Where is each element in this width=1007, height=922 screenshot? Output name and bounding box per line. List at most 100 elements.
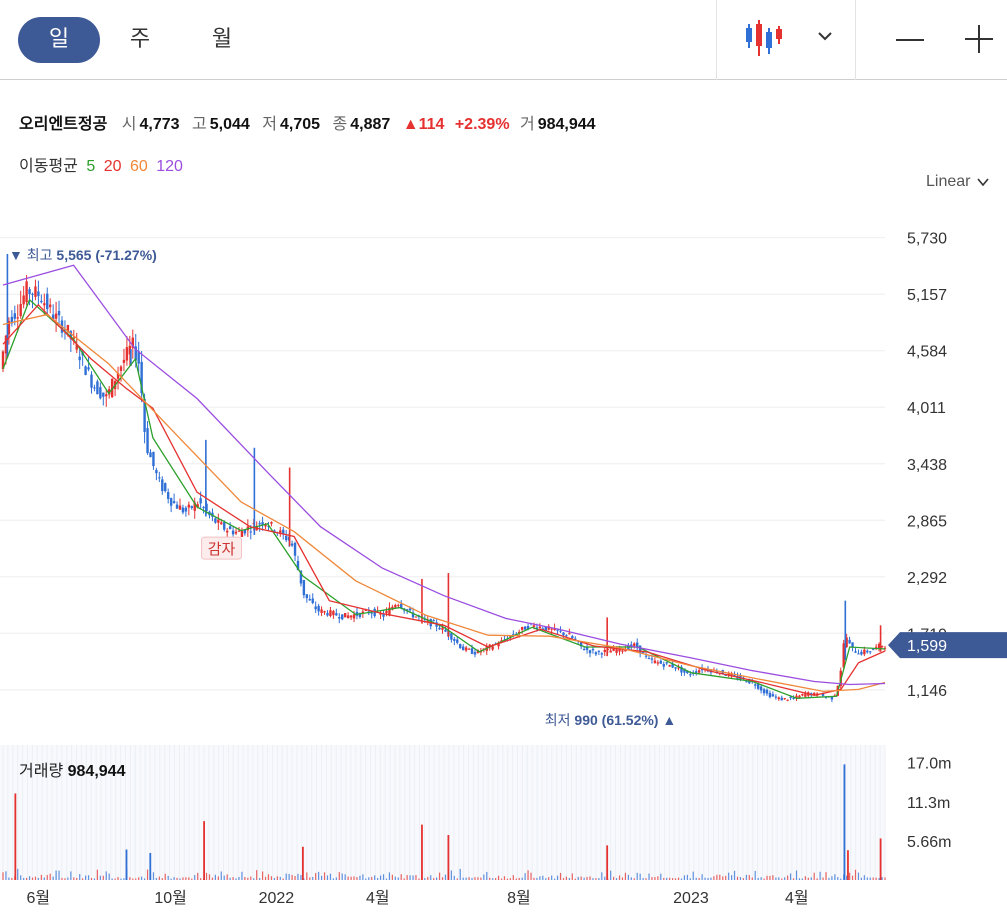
candle-body [270,521,273,524]
volume-bar [698,877,700,880]
volume-bar [651,877,653,880]
volume-bar [846,875,848,880]
volume-bar [273,877,275,880]
volume-bar [155,877,157,880]
volume-bar [854,869,857,880]
candle-body [394,605,397,608]
volume-bar [37,877,39,880]
candle-body [220,522,223,525]
candle-body [43,303,46,306]
period-tab-monthly[interactable]: 월 [211,27,233,52]
volume-bar [530,872,532,880]
volume-bar [556,875,559,880]
volume-bar [264,876,267,880]
candle-body [16,317,19,319]
candle-body [641,652,645,654]
volume-bar [689,878,691,880]
volume-bar [427,876,429,880]
candle-body [783,698,786,700]
volume-panel-value: 984,944 [67,763,126,780]
candle-body [866,650,869,653]
candle-body [600,653,604,655]
minus-icon[interactable] [894,24,926,56]
candle-body [93,387,96,389]
volume-bar [176,877,178,880]
volume-bar [350,876,352,880]
candle-body [134,346,137,361]
volume-bar [250,876,252,880]
period-tab-daily[interactable]: 일 [18,17,100,63]
candle-body [323,611,326,613]
y-tick-label: 5,730 [907,231,947,248]
moving-average-legend: 이동평균 5 20 60 120 [19,152,187,176]
y-tick-label: 3,438 [907,457,947,474]
candle-body [609,650,612,653]
volume-bar [725,875,727,880]
volume-bar [807,877,809,880]
candlestick-icon[interactable] [740,18,790,60]
candle-body [541,628,545,630]
volume-bar [716,874,718,880]
volume-bar [270,876,273,880]
volume-bar [211,877,214,880]
volume-bar [604,876,606,880]
volume-bar [194,875,196,880]
volume-bar [111,878,113,880]
candle-body [196,504,199,508]
volume-bar [586,876,588,880]
candle-body [302,580,306,596]
volume-tick-label: 17.0m [907,755,951,772]
volume-value: 984,944 [537,116,596,133]
volume-bar [371,876,373,880]
candle-body [668,665,671,667]
volume-bar [822,877,824,880]
candle-body [459,644,462,649]
volume-bar [542,875,544,880]
volume-bar [223,875,225,880]
plus-icon[interactable] [962,22,996,56]
candle-body [633,643,636,646]
candle-body [217,519,220,523]
volume-bar [536,877,538,880]
candle-body [131,337,134,349]
candle-body [7,320,11,335]
chevron-down-icon[interactable] [815,26,835,46]
low-value: 4,705 [279,116,321,133]
volume-bar [259,878,261,880]
candle-body [432,620,435,622]
candle-body [346,615,350,619]
volume-bar [707,877,709,880]
period-tab-weekly[interactable]: 주 [129,27,151,52]
volume-bar [674,878,677,880]
price-chart[interactable]: 5,7305,1574,5844,0113,4382,8652,2921,719… [0,215,1007,915]
candle-body [538,626,542,629]
y-tick-label: 4,584 [907,344,947,361]
volume-bar [562,878,565,880]
volume-bar [695,877,697,880]
volume-bar [117,877,119,880]
volume-bar [468,877,470,880]
volume-bar [837,877,839,880]
scale-selector[interactable]: Linear [926,173,990,191]
candle-body [22,295,25,305]
volume-bar [610,870,612,880]
open-label: 시 [121,116,137,133]
volume-bar [323,872,326,880]
candle-body [190,506,193,508]
candle-body [317,605,320,612]
volume-bar [677,877,680,880]
candle-body [467,648,471,650]
candle-body [352,614,356,619]
volume-bar [489,877,491,880]
candle-body [169,498,173,506]
candle-body [559,630,562,632]
candle-body [656,662,660,664]
volume-bar [441,877,444,880]
x-tick-label: 10월 [154,889,187,907]
volume-bar [412,875,414,880]
candle-body [411,612,415,618]
volume-bar [217,876,219,880]
volume-tick-label: 11.3m [907,795,950,812]
volume-bar [545,878,547,880]
annotation-label: 감자 [208,541,236,558]
